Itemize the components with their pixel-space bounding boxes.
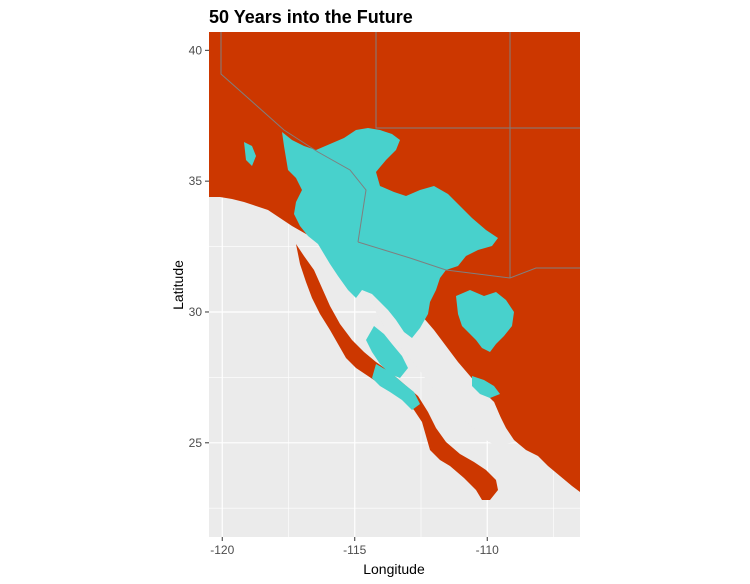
y-tick-label: 30 bbox=[189, 305, 203, 319]
x-tick-label: -115 bbox=[343, 543, 366, 557]
suitable-region-baja-mid bbox=[372, 364, 420, 410]
x-axis-label: Longitude bbox=[363, 561, 425, 577]
y-tick-label: 25 bbox=[189, 436, 203, 450]
x-axis-ticks: -120 -115 -110 bbox=[210, 537, 499, 557]
baja-peninsula bbox=[296, 244, 498, 500]
chart-title: 50 Years into the Future bbox=[209, 7, 413, 27]
suitable-region-east bbox=[456, 290, 514, 352]
suitable-region-west bbox=[244, 142, 256, 166]
x-tick-label: -110 bbox=[476, 543, 499, 557]
y-axis-ticks: 25 30 35 40 bbox=[189, 43, 209, 450]
plot-panel bbox=[209, 32, 580, 537]
y-axis-label: Latitude bbox=[170, 260, 186, 310]
suitable-region-north bbox=[282, 128, 498, 338]
y-tick-label: 40 bbox=[189, 43, 203, 57]
suitable-region-south bbox=[472, 376, 500, 398]
suitable-region-gulf-islands bbox=[366, 326, 408, 378]
x-tick-label: -120 bbox=[210, 543, 234, 557]
state-borders bbox=[220, 32, 580, 279]
y-tick-label: 35 bbox=[189, 174, 203, 188]
